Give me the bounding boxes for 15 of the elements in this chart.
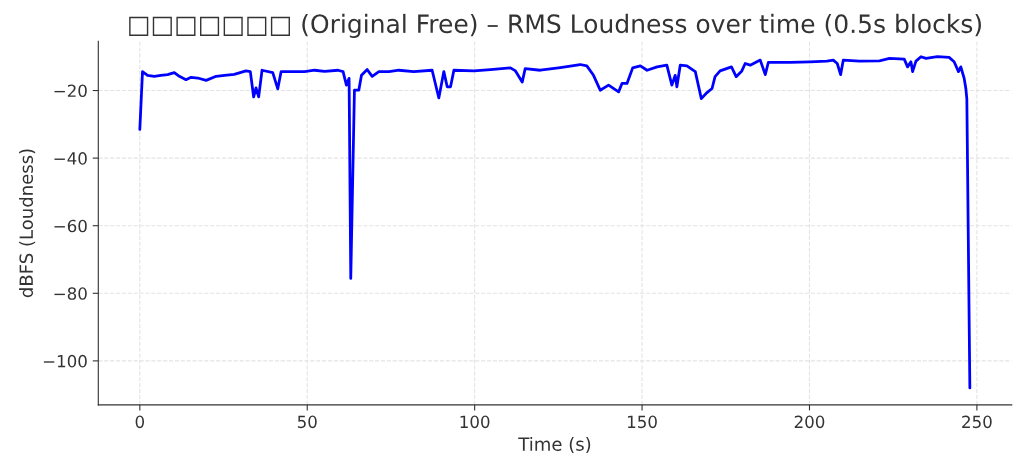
y-tick-label: −60	[54, 219, 87, 233]
x-axis-title: Time (s)	[518, 436, 591, 454]
chart-title: □□□□□□□ (Original Free) – RMS Loudness over time (0.5s blocks)	[129, 13, 981, 39]
x-tick-label: 250	[962, 415, 992, 429]
y-axis-title: dBFS (Loudness)	[19, 149, 36, 298]
y-tick-label: −20	[54, 84, 87, 98]
x-tick-label: 0	[135, 415, 145, 429]
y-tick-label: −80	[54, 287, 87, 300]
line-series	[138, 55, 972, 390]
x-tick-label: 150	[627, 415, 657, 429]
x-tick-label: 50	[297, 415, 317, 429]
y-tick-label: −40	[54, 152, 87, 165]
x-tick-label: 200	[794, 415, 825, 429]
y-tick-label: −100	[43, 354, 87, 368]
x-tick-label: 100	[460, 415, 490, 429]
